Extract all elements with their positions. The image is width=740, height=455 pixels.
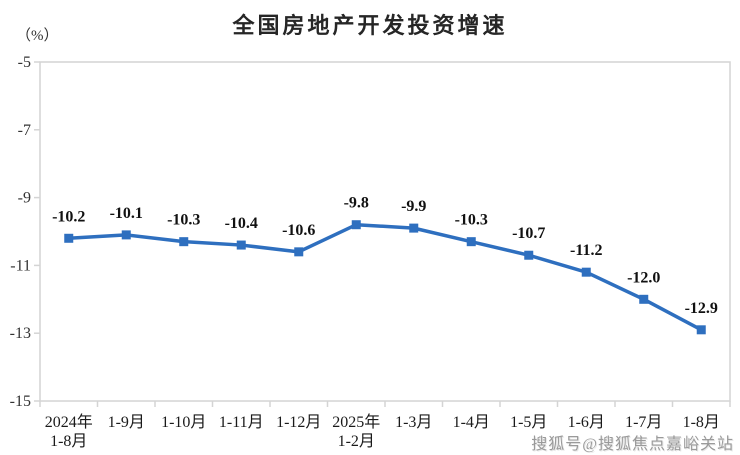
y-axis-tick-label: -15 (10, 393, 31, 410)
data-label: -12.0 (627, 269, 660, 286)
data-point-marker (121, 230, 131, 240)
x-axis-label: 1-7月 (625, 414, 662, 431)
chart-title: 全国房地产开发投资增速 (232, 13, 508, 38)
x-axis-label: 1-2月 (338, 433, 375, 450)
data-point-marker (236, 240, 246, 250)
x-axis-label: 1-10月 (161, 414, 206, 431)
data-label: -10.3 (455, 212, 488, 229)
x-axis-label: 1-9月 (108, 414, 145, 431)
x-axis-label: 1-12月 (276, 414, 321, 431)
x-axis-label: 1-5月 (510, 414, 547, 431)
x-axis-label: 2024年 (45, 413, 93, 431)
x-axis-label: 1-3月 (395, 414, 432, 431)
data-point-marker (581, 267, 591, 277)
y-axis-tick-label: -11 (10, 257, 31, 274)
data-point-marker (696, 325, 706, 335)
data-label: -10.2 (52, 208, 85, 225)
x-axis-label: 1-11月 (219, 414, 264, 431)
plot-border (39, 61, 731, 402)
data-point-marker (409, 223, 419, 233)
line-series (68, 222, 703, 332)
y-axis-tick-label: -9 (18, 190, 31, 207)
data-point-marker (466, 237, 476, 247)
x-axis-label: 1-6月 (568, 414, 605, 431)
data-label: -12.9 (685, 300, 718, 317)
data-label: -9.8 (344, 195, 369, 212)
x-axis-label: 1-8月 (50, 433, 87, 450)
y-axis-tick-label: -13 (10, 325, 31, 342)
data-label: -9.9 (401, 198, 426, 215)
data-label: -10.4 (225, 215, 258, 232)
data-label: -10.6 (282, 222, 315, 239)
data-label: -11.2 (570, 242, 602, 259)
data-point-marker (179, 237, 189, 247)
data-point-marker (524, 250, 534, 260)
data-point-marker (351, 220, 361, 230)
x-axis-label: 1-8月 (683, 414, 720, 431)
x-axis-label: 1-4月 (453, 414, 490, 431)
y-axis-tick-label: -7 (18, 122, 31, 139)
data-point-marker (639, 294, 649, 304)
data-point-marker (294, 247, 304, 257)
y-axis-tick-label: -5 (18, 54, 31, 71)
data-point-marker (64, 233, 74, 243)
data-label: -10.7 (512, 225, 545, 242)
y-axis-unit-label: （%） (16, 28, 59, 44)
x-axis-label: 2025年 (332, 413, 380, 431)
data-label: -10.3 (167, 212, 200, 229)
data-label: -10.1 (110, 205, 143, 222)
watermark: 搜狐号@搜狐焦点嘉峪关站 (531, 436, 734, 453)
